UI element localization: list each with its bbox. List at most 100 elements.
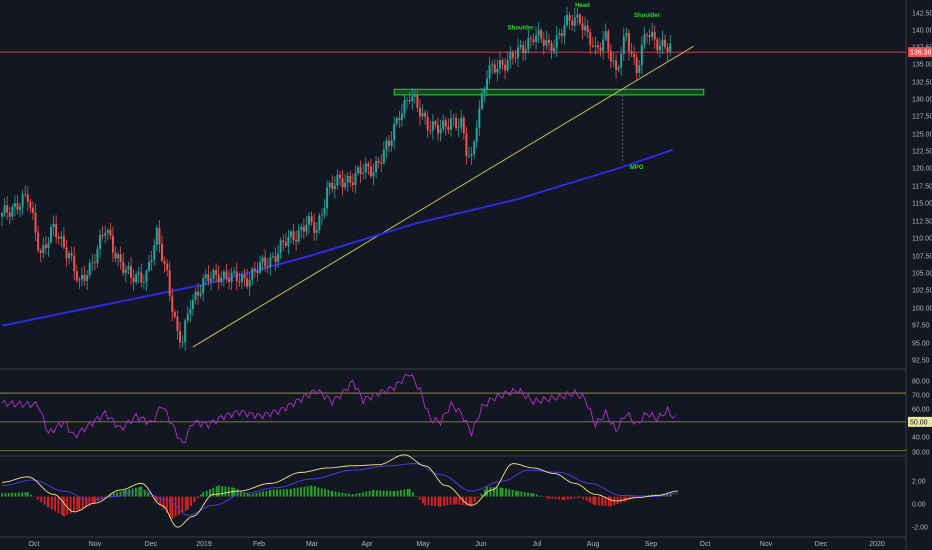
candle-body: [434, 121, 437, 125]
candle-body: [382, 149, 385, 164]
macd-histogram-bar: [372, 489, 375, 497]
candle-body: [586, 25, 589, 33]
macd-histogram-bar: [348, 493, 350, 497]
macd-histogram-bar: [324, 489, 326, 497]
candle-body: [545, 40, 548, 46]
candle-body: [411, 96, 414, 102]
candle-body: [1, 213, 3, 217]
macd-histogram-bar: [269, 489, 272, 497]
candle-body: [566, 15, 569, 26]
x-tick-label: Nov: [89, 541, 102, 548]
macd-histogram-bar: [647, 494, 650, 497]
macd-histogram-bar: [4, 493, 7, 497]
macd-histogram-bar: [233, 487, 236, 497]
macd-histogram-bar: [496, 487, 499, 497]
candle-body: [86, 275, 89, 281]
candle-body: [274, 256, 277, 262]
macd-histogram-bar: [306, 486, 309, 497]
macd-histogram-bar: [81, 496, 84, 509]
candle-body: [96, 248, 99, 264]
candle-body: [437, 124, 440, 134]
candle-body: [596, 45, 599, 48]
pattern-annotation: Shoulder: [508, 25, 535, 31]
macd-histogram-bar: [296, 487, 299, 497]
macd-histogram-bar: [300, 487, 302, 497]
candle-body: [336, 174, 339, 186]
candle-body: [480, 93, 483, 109]
candle-body: [638, 65, 641, 73]
macd-histogram-bar: [162, 496, 165, 510]
macd-histogram-bar: [535, 494, 538, 497]
candle-body: [424, 112, 427, 117]
macd-histogram-bar: [78, 496, 81, 510]
macd-histogram-bar: [616, 496, 619, 505]
macd-histogram-bar: [186, 496, 189, 510]
macd-histogram-bar: [196, 496, 199, 499]
macd-histogram-bar: [609, 496, 612, 507]
candle-body: [26, 194, 29, 202]
candle-body: [238, 281, 241, 283]
candle-body: [11, 207, 14, 217]
macd-histogram-bar: [573, 496, 576, 499]
macd-histogram-bar: [551, 496, 554, 499]
macd-histogram-bar: [403, 489, 406, 497]
macd-histogram-bar: [396, 490, 399, 497]
macd-histogram-bar: [279, 489, 282, 497]
candle-body: [57, 237, 60, 239]
macd-histogram-bar: [124, 489, 127, 497]
macd-histogram-bar: [422, 496, 424, 504]
candle-body: [318, 215, 321, 231]
candle-body: [403, 100, 406, 114]
candle-body: [535, 35, 538, 42]
candle-body: [542, 39, 545, 46]
candle-body: [568, 15, 571, 21]
macd-histogram-bar: [334, 491, 337, 497]
macd-histogram-bar: [669, 493, 672, 497]
candle-body: [91, 262, 94, 264]
candle-body: [240, 274, 243, 283]
candle-body: [615, 60, 618, 70]
y-tick-label: 125.00: [912, 132, 932, 139]
candle-body: [560, 33, 563, 37]
macd-histogram-bar: [7, 492, 10, 497]
macd-histogram-bar: [205, 490, 208, 497]
candle-body: [349, 176, 352, 183]
macd-histogram-bar: [620, 496, 622, 503]
moving-average-line: [1, 148, 674, 327]
macd-histogram-bar: [217, 485, 220, 497]
macd-histogram-bar: [159, 496, 162, 506]
macd-histogram-bar: [424, 496, 427, 506]
candle-body: [506, 60, 509, 71]
candle-body: [212, 270, 215, 279]
candle-body: [75, 271, 78, 281]
candle-body: [338, 174, 341, 179]
macd-histogram-bar: [399, 490, 402, 497]
candle-body: [246, 278, 249, 287]
candle-body: [326, 187, 329, 209]
macd-histogram-bar: [246, 493, 249, 497]
macd-histogram-bar: [607, 496, 610, 507]
macd-histogram-bar: [379, 490, 382, 497]
macd-histogram-bar: [511, 489, 514, 497]
macd-histogram-bar: [135, 487, 137, 497]
candle-body: [517, 47, 519, 58]
macd-histogram-bar: [50, 496, 53, 510]
macd-histogram-bar: [449, 496, 452, 506]
macd-histogram-bar: [317, 487, 320, 497]
candle-body: [50, 227, 53, 243]
macd-histogram-bar: [437, 496, 440, 507]
candle-body: [589, 32, 592, 46]
candle-body: [256, 271, 259, 273]
candle-body: [498, 60, 501, 69]
macd-histogram-bar: [375, 490, 378, 497]
macd-histogram-bar: [563, 496, 566, 500]
y-tick-label: 60.00: [912, 407, 930, 414]
candle-body: [323, 208, 326, 215]
x-tick-label: Jun: [475, 541, 486, 548]
candle-body: [220, 277, 223, 283]
candle-body: [362, 173, 365, 175]
macd-histogram-bar: [362, 492, 364, 497]
last-price-label: 136.38: [910, 50, 932, 57]
macd-histogram-bar: [554, 496, 557, 500]
